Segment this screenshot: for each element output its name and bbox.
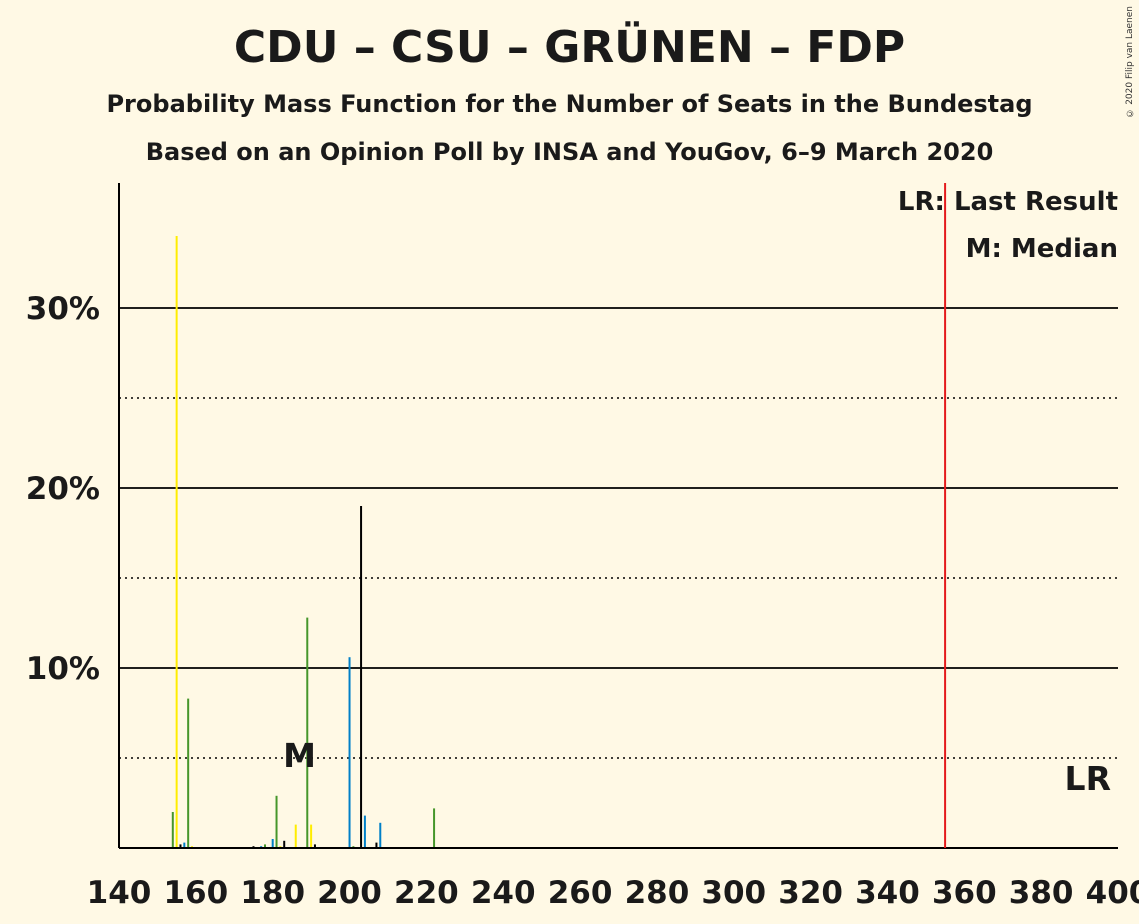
annotations: M LR LR: Last Result M: Median — [283, 183, 1118, 848]
x-tick-label: 360 — [932, 875, 997, 911]
x-tick-label: 140 — [87, 875, 152, 911]
x-tick-label: 200 — [317, 875, 382, 911]
median-marker: M — [283, 736, 316, 775]
bar-csu — [379, 822, 382, 848]
gridlines — [119, 307, 1118, 759]
x-tick-label: 220 — [394, 875, 459, 911]
bar-csu — [348, 657, 351, 848]
bar-cdu — [375, 842, 378, 848]
x-tick-label: 180 — [240, 875, 305, 911]
x-tick-label: 320 — [778, 875, 843, 911]
pmf-bars — [171, 236, 436, 848]
chart-title: CDU – CSU – GRÜNEN – FDP — [233, 22, 906, 73]
bar-cdu — [313, 844, 316, 848]
bar-gruenen — [171, 812, 174, 848]
axes — [118, 183, 1118, 849]
last-result-marker: LR — [1065, 759, 1111, 798]
bar-csu — [363, 815, 366, 848]
x-tick-label: 380 — [1009, 875, 1074, 911]
x-tick-label: 300 — [701, 875, 766, 911]
chart-subtitle-method: Probability Mass Function for the Number… — [106, 90, 1033, 118]
bar-gruenen — [306, 617, 309, 848]
bar-gruenen — [433, 808, 436, 848]
bar-gruenen — [275, 795, 278, 848]
tick-labels: 140 160 180 200 220 240 260 280 300 320 340 360 380 4… — [26, 291, 1139, 911]
bar-gruenen — [187, 698, 190, 848]
bar-cdu — [179, 844, 182, 848]
bar-gruenen — [264, 844, 267, 848]
bar-cdu — [283, 840, 286, 848]
bar-csu — [271, 839, 274, 848]
chart-subtitle-poll: Based on an Opinion Poll by INSA and You… — [145, 138, 994, 166]
y-tick-label: 30% — [26, 291, 100, 327]
y-tick-label: 10% — [26, 651, 100, 687]
legend-last-result: LR: Last Result — [898, 187, 1118, 217]
bar-fdp — [310, 824, 313, 848]
x-tick-label: 280 — [625, 875, 690, 911]
x-tick-label: 340 — [855, 875, 920, 911]
bar-fdp — [175, 236, 178, 848]
bar-fdp — [294, 824, 297, 848]
x-tick-label: 260 — [548, 875, 613, 911]
x-tick-label: 400 — [1086, 875, 1139, 911]
x-tick-label: 240 — [471, 875, 536, 911]
x-tick-label: 160 — [163, 875, 228, 911]
y-tick-label: 20% — [26, 471, 100, 507]
bar-cdu — [360, 506, 363, 848]
bar-csu — [183, 842, 186, 848]
legend-median: M: Median — [966, 234, 1118, 264]
